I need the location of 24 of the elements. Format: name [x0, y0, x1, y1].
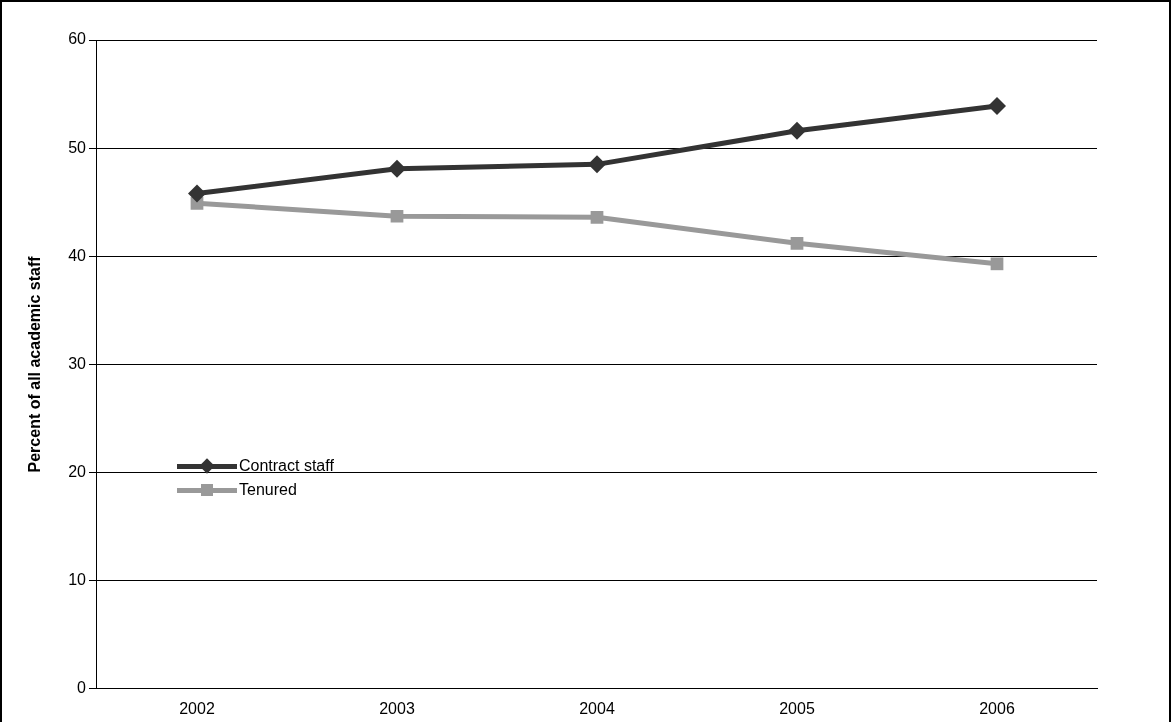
y-tick-label: 10: [68, 571, 87, 589]
y-tick-label: 40: [68, 246, 87, 264]
point: [788, 121, 806, 140]
point: [990, 257, 1004, 271]
legend-label: Contract staff: [238, 456, 334, 475]
point: [188, 184, 206, 203]
x-tick-label: 2005: [779, 699, 815, 717]
y-tick-label: 60: [68, 30, 87, 48]
x-tick-label: 2006: [979, 699, 1015, 717]
y-axis-title: Percent of all academic staff: [26, 255, 44, 473]
x-tick-label: 2002: [179, 699, 215, 717]
point: [988, 96, 1006, 115]
point: [590, 210, 604, 224]
point: [790, 236, 804, 250]
y-tick-label: 50: [68, 138, 87, 156]
y-tick-label: 30: [68, 354, 87, 372]
y-tick-label: 0: [77, 679, 87, 697]
x-tick-label: 2004: [579, 699, 615, 717]
legend-label: Tenured: [238, 480, 297, 499]
point: [588, 155, 606, 174]
x-tick-label: 2003: [379, 699, 415, 717]
point: [390, 209, 404, 223]
y-tick-label: 20: [68, 462, 87, 480]
point: [388, 159, 406, 178]
